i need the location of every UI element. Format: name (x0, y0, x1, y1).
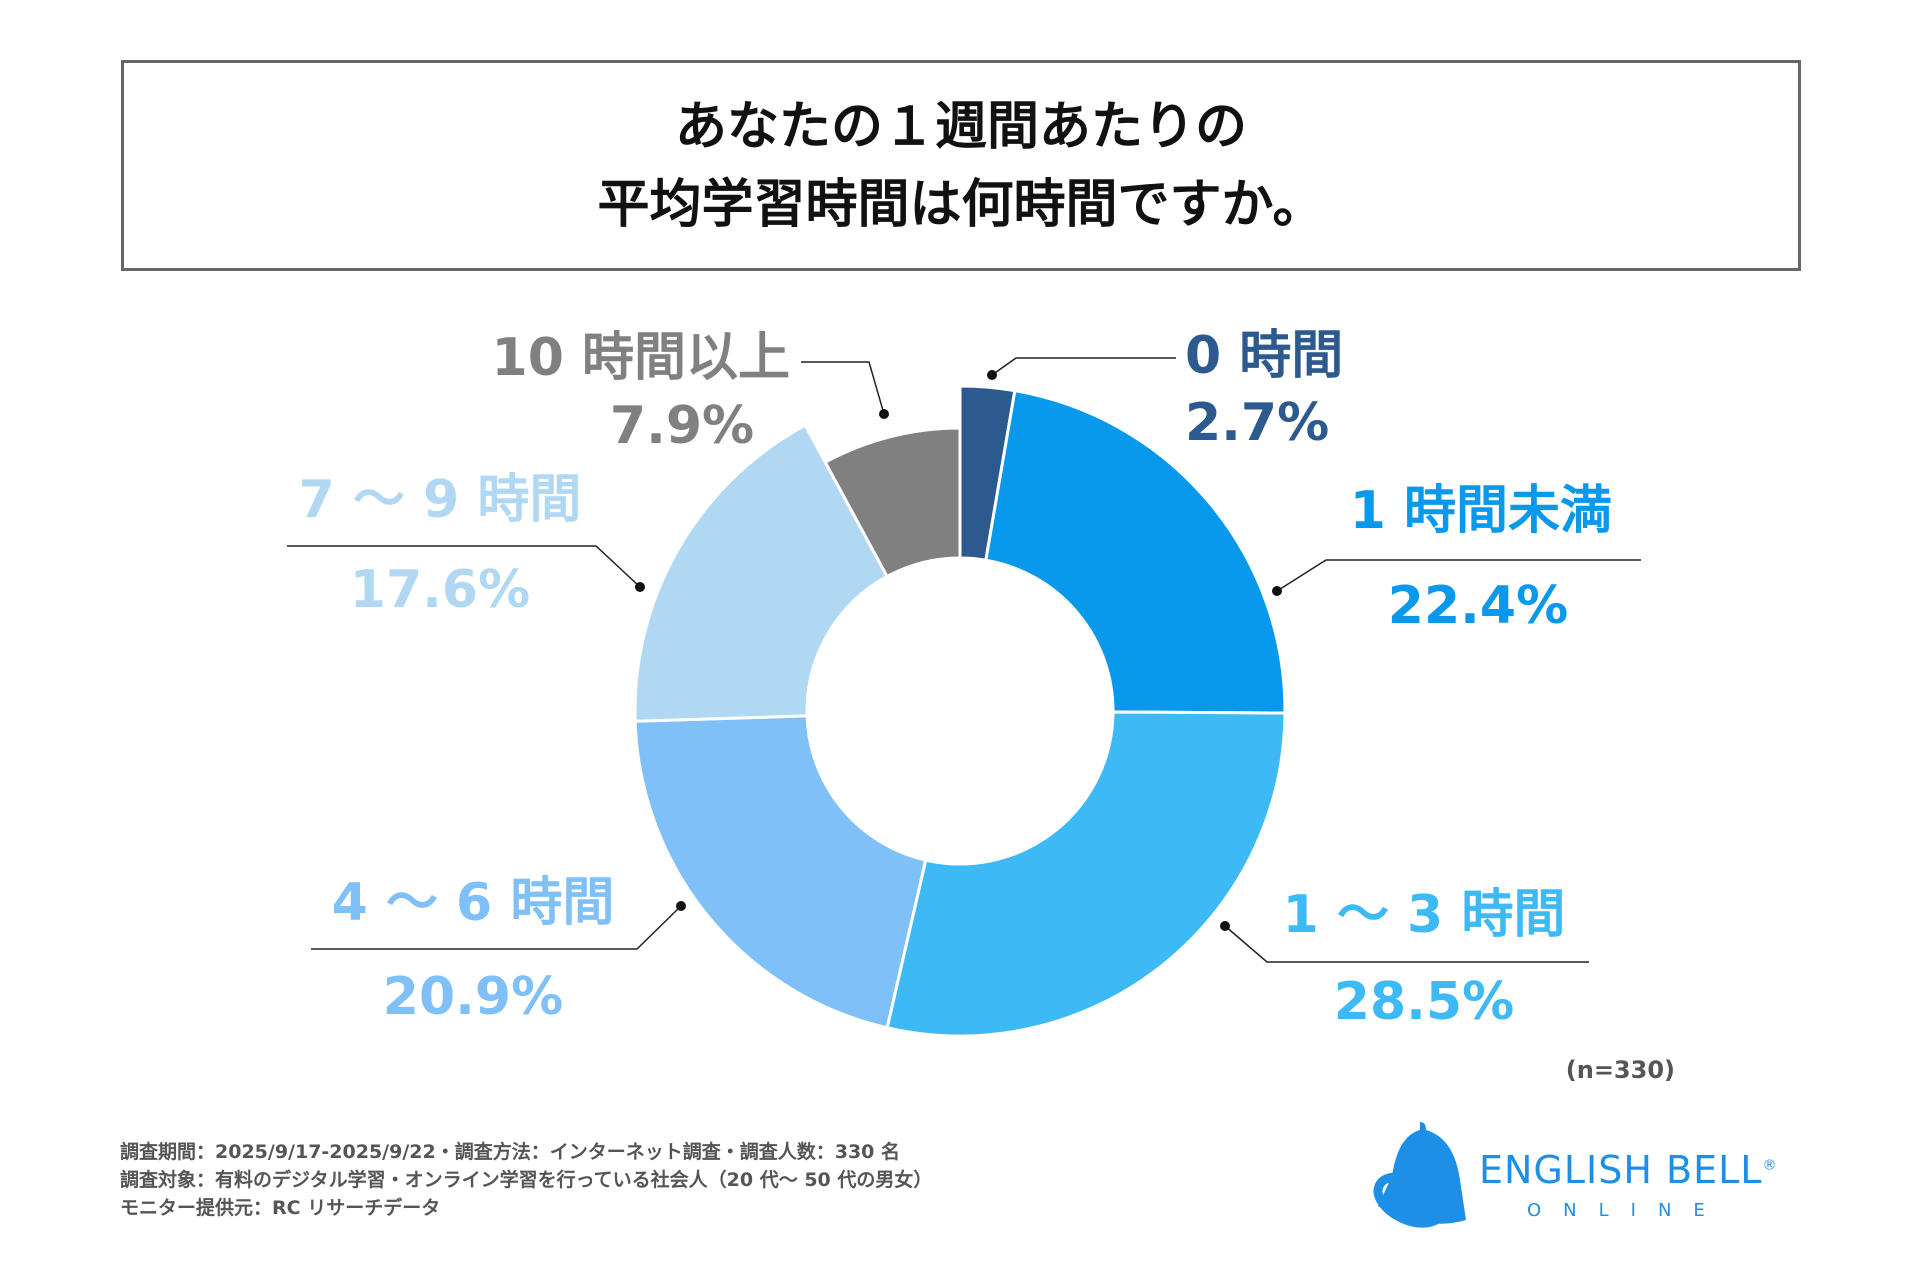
donut-slice-4-6h (633, 714, 928, 1030)
chart-title-box: あなたの１週間あたりの 平均学習時間は何時間ですか。 (121, 60, 1801, 271)
leader-dot-1-3h (1220, 921, 1230, 931)
leader-dot-7-9h (635, 582, 645, 592)
leader-line-0h (991, 357, 1176, 376)
donut-slice-1-3h (885, 710, 1287, 1038)
leader-dot-4-6h (676, 901, 686, 911)
leader-line-lt1h (1276, 559, 1641, 592)
value-label-10h: 7.9% (610, 396, 754, 456)
leader-dot-0h (987, 370, 997, 380)
leader-line-10h (801, 361, 885, 415)
sample-size-note: (n=330) (1565, 1056, 1675, 1084)
donut-slice-lt1h (984, 388, 1287, 715)
bell-logo-icon (1373, 1122, 1466, 1228)
leader-line-1-3h (1224, 925, 1589, 963)
category-label-10h: 10 時間以上 (492, 328, 790, 388)
leader-dot-lt1h (1272, 586, 1282, 596)
chart-title-line-2: 平均学習時間は何時間ですか。 (597, 174, 1325, 235)
donut-slice-7-9h (633, 423, 890, 723)
leader-dot-10h (879, 409, 889, 419)
value-label-0h: 2.7% (1185, 393, 1329, 453)
category-label-1-3h: 1 ～ 3 時間 (1283, 885, 1566, 945)
value-label-lt1h: 22.4% (1388, 576, 1568, 636)
registered-mark: ® (1762, 1157, 1778, 1174)
category-label-0h: 0 時間 (1185, 326, 1343, 386)
leader-line-4-6h (311, 905, 682, 950)
value-label-7-9h: 17.6% (350, 560, 530, 620)
footer-line: モニター提供元：RC リサーチデータ (120, 1197, 441, 1219)
logo-name: ENGLISH BELL (1479, 1148, 1763, 1192)
category-label-7-9h: 7 ～ 9 時間 (299, 470, 582, 530)
footer-line: 調査対象：有料のデジタル学習・オンライン学習を行っている社会人（20 代～ 50… (120, 1169, 933, 1191)
category-label-lt1h: 1 時間未満 (1350, 481, 1612, 541)
logo-subtitle: ONLINE (1527, 1200, 1727, 1221)
footer-line: 調査期間：2025/9/17-2025/9/22・調査方法：インターネット調査・… (120, 1141, 901, 1163)
value-label-1-3h: 28.5% (1334, 972, 1514, 1032)
category-label-4-6h: 4 ～ 6 時間 (332, 873, 615, 933)
logo-wordmark: ENGLISH BELL® (1479, 1148, 1777, 1192)
value-label-4-6h: 20.9% (383, 967, 563, 1027)
chart-title-line-1: あなたの１週間あたりの (674, 96, 1247, 157)
survey-footer: 調査期間：2025/9/17-2025/9/22・調査方法：インターネット調査・… (120, 1138, 932, 1222)
donut-slice-10h (823, 426, 962, 579)
leader-line-7-9h (287, 545, 641, 588)
